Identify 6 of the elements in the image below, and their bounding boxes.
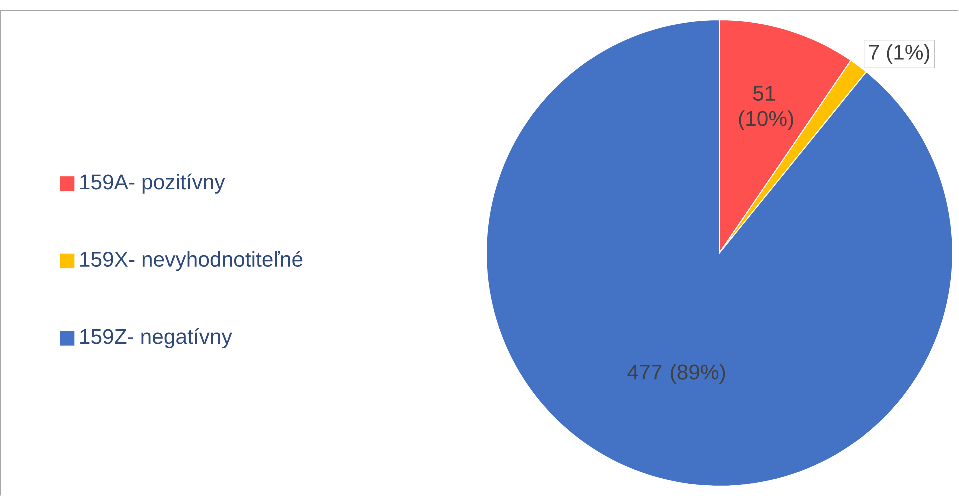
- data-label: 7 (1%): [869, 44, 930, 64]
- legend-label: 159X- nevyhodnotiteľné: [80, 251, 303, 272]
- data-label: 477 (89%): [628, 364, 726, 384]
- legend-label: 159Z- negatívny: [80, 328, 232, 348]
- legend-label: 159A- pozitívny: [80, 174, 226, 194]
- data-label: 51 (10%): [739, 86, 794, 130]
